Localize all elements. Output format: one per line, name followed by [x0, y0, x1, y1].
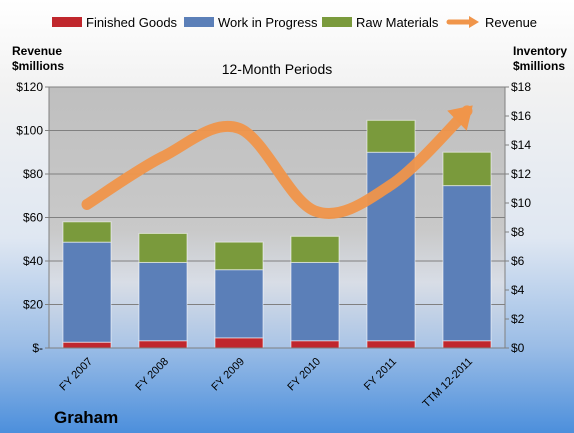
bar-finished-goods: [138, 340, 188, 349]
bar-raw-materials: [290, 235, 340, 263]
bar-work-in-progress: [442, 185, 492, 342]
revenue-line-arrowhead: [447, 105, 473, 131]
right-tick-label: $8: [511, 225, 525, 239]
bar-raw-materials: [62, 221, 112, 243]
right-tick-label: $12: [511, 167, 531, 181]
right-tick-label: $14: [511, 138, 531, 152]
left-tick-label: $60: [23, 211, 43, 225]
right-tick-label: $4: [511, 283, 525, 297]
left-tick-label: $80: [23, 167, 43, 181]
bar-finished-goods: [214, 337, 264, 349]
revenue-line-layer: [81, 105, 473, 219]
left-tick-label: $20: [23, 298, 43, 312]
left-axis-title: $millions: [12, 59, 64, 73]
bar-work-in-progress: [290, 261, 340, 342]
bar-work-in-progress: [62, 241, 112, 343]
legend-label: Finished Goods: [86, 15, 178, 30]
revenue-line: [81, 105, 473, 219]
legend: Finished Goods Work in Progress Raw Materi…: [52, 15, 537, 30]
right-tick-label: $2: [511, 312, 525, 326]
bar-raw-materials: [138, 232, 188, 263]
bars: [62, 119, 492, 349]
right-tick-label: $16: [511, 109, 531, 123]
bar-work-in-progress: [138, 261, 188, 342]
right-tick-label: $6: [511, 254, 525, 268]
legend-label: Work in Progress: [218, 15, 318, 30]
legend-swatch-revenue-arrow: [469, 16, 479, 28]
right-axis-title: Inventory: [513, 44, 567, 58]
left-tick-label: $40: [23, 254, 43, 268]
legend-swatch-work-in-progress: [184, 17, 214, 27]
left-axis-title: Revenue: [12, 44, 62, 58]
left-tick-label: $100: [16, 124, 43, 138]
right-tick-label: $0: [511, 341, 525, 355]
legend-label: Revenue: [485, 15, 537, 30]
chart-title: 12-Month Periods: [222, 61, 333, 77]
bar-finished-goods: [290, 340, 340, 349]
left-tick-label: $-: [32, 341, 43, 355]
bar-finished-goods: [366, 340, 416, 349]
bar-raw-materials: [366, 119, 416, 153]
legend-label: Raw Materials: [356, 15, 439, 30]
right-tick-label: $10: [511, 196, 531, 210]
legend-swatch-raw-materials: [322, 17, 352, 27]
company-name: Graham: [54, 408, 118, 427]
bar-work-in-progress: [214, 269, 264, 339]
bar-finished-goods: [442, 340, 492, 349]
bar-raw-materials: [214, 241, 264, 271]
right-axis-title: $millions: [513, 59, 565, 73]
legend-swatch-finished-goods: [52, 17, 82, 27]
bar-finished-goods: [62, 341, 112, 349]
left-tick-label: $120: [16, 80, 43, 94]
right-tick-label: $18: [511, 80, 531, 94]
bar-raw-materials: [442, 151, 492, 187]
gridlines: [49, 86, 505, 305]
